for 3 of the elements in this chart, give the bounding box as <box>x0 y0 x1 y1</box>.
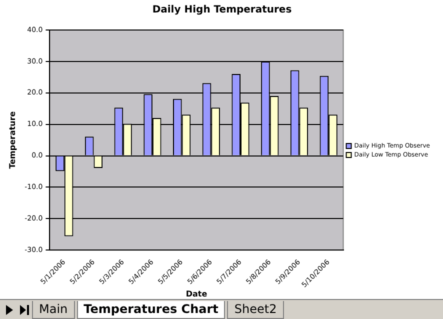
chart-title: Daily High Temperatures <box>152 4 292 16</box>
x-axis-title: Date <box>186 289 208 298</box>
y-axis-title: Temperature <box>8 110 17 169</box>
